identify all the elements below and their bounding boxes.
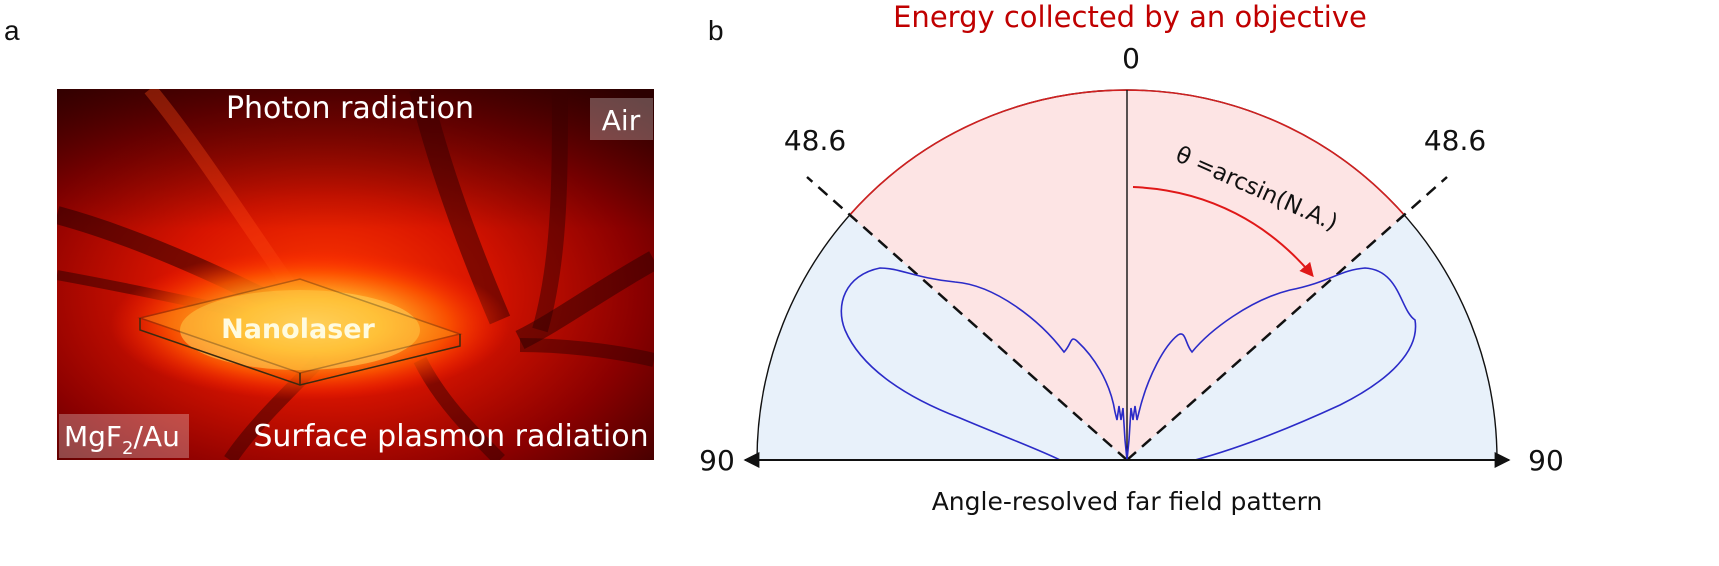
- substrate-label: MgF2/Au: [64, 420, 180, 459]
- substrate-box: [59, 414, 189, 458]
- angle-arrow: [1132, 186, 1314, 278]
- panel-b-title: Energy collected by an objective: [893, 0, 1367, 34]
- left-end-label: 90: [699, 444, 735, 477]
- air-label: Air: [602, 104, 641, 137]
- plasmon-radiation-label: Surface plasmon radiation: [253, 419, 648, 454]
- air-box: [590, 98, 653, 140]
- left-cone-angle-label: 48.6: [784, 124, 846, 157]
- nanolaser-label: Nanolaser: [221, 314, 375, 345]
- polar-plot: [743, 89, 1511, 468]
- right-cone-edge: [1126, 176, 1448, 461]
- panel-b-caption: Angle-resolved far field pattern: [932, 487, 1323, 516]
- photon-radiation-label: Photon radiation: [226, 91, 474, 126]
- simulation-image: [57, 89, 654, 460]
- panel-a-letter: a: [4, 15, 20, 46]
- top-angle-label: 0: [1122, 42, 1140, 75]
- right-cone-angle-label: 48.6: [1424, 124, 1486, 157]
- far-field-pattern: [840, 267, 1417, 461]
- panel-b-letter: b: [708, 15, 724, 46]
- right-end-label: 90: [1528, 444, 1564, 477]
- left-cone-edge: [806, 176, 1128, 461]
